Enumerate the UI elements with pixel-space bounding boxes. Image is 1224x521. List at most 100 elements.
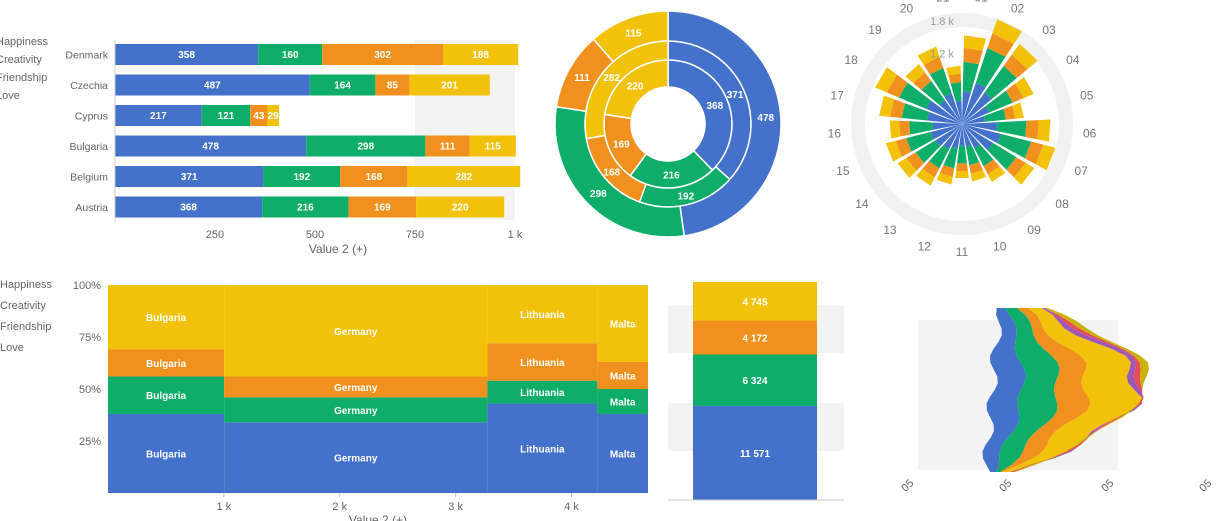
chart6-x-tick: 05 bbox=[997, 477, 1014, 494]
chart3-bar-segment bbox=[962, 92, 992, 124]
chart3-bar-segment bbox=[917, 46, 940, 65]
multi-ring-donut-chart: 368 216 169 220 371 192 168 282 478 298 111 115 bbox=[554, 10, 782, 238]
chart4-y-tick: 25% bbox=[79, 436, 101, 448]
chart2-slice-label: 371 bbox=[727, 90, 744, 101]
chart4-x-tick: 3 k bbox=[448, 501, 463, 513]
chart1-value-label: 160 bbox=[282, 50, 299, 61]
chart3-bar-segment bbox=[997, 133, 1032, 159]
chart3-category-label: 08 bbox=[1055, 197, 1069, 211]
chart3-bar-segment bbox=[923, 56, 944, 75]
chart4-cell-label: Malta bbox=[610, 319, 636, 330]
chart3-category-label: 16 bbox=[828, 127, 842, 141]
chart2-slice-label: 115 bbox=[625, 28, 642, 39]
chart3-bar-segment bbox=[929, 67, 952, 97]
chart3-bar-segment bbox=[875, 67, 897, 93]
stacked-column-chart: 11 571 6 324 4 172 4 745 bbox=[668, 282, 844, 501]
chart6-stream-layer bbox=[1000, 308, 1091, 472]
chart1-category-label: Belgium bbox=[70, 172, 108, 184]
chart3-bar-segment bbox=[922, 161, 940, 178]
chart4-cell-label: Malta bbox=[610, 397, 636, 408]
chart1-bar-segment bbox=[263, 166, 341, 187]
chart3-category-label: 07 bbox=[1074, 164, 1088, 178]
chart3-bar-segment bbox=[943, 146, 958, 169]
chart3-radial-tick: 1.2 k bbox=[930, 48, 954, 60]
chart1-value-label: 43 bbox=[253, 111, 265, 122]
chart3-bar-segment bbox=[901, 103, 930, 121]
chart3-bar-segment bbox=[1003, 54, 1028, 79]
chart1-bar-segment bbox=[306, 135, 426, 157]
chart3-bar-segment bbox=[955, 171, 969, 179]
chart1-bar-segment bbox=[115, 135, 307, 157]
chart3-bar-segment bbox=[915, 140, 941, 164]
chart1-bar-segment bbox=[115, 166, 264, 187]
chart3-category-label: 03 bbox=[1042, 23, 1056, 37]
chart1-category-label: Austria bbox=[75, 202, 108, 214]
chart4-cell bbox=[224, 422, 488, 493]
chart3-category-label: 17 bbox=[831, 89, 845, 103]
chart4-cell bbox=[487, 285, 598, 344]
chart3-bar-segment bbox=[909, 121, 934, 135]
chart2-slice-label: 192 bbox=[677, 191, 694, 202]
legend-bottom: Happiness Creativity Friendship Love bbox=[0, 279, 52, 354]
chart4-y-tick: 75% bbox=[79, 332, 101, 344]
chart1-bar-segment bbox=[115, 105, 202, 126]
chart5-segment-label: 11 571 bbox=[740, 449, 770, 460]
chart4-cell bbox=[597, 389, 648, 414]
chart1-value-label: 487 bbox=[204, 81, 221, 92]
chart3-bar-segment bbox=[984, 65, 1017, 100]
chart1-bar-segment bbox=[469, 135, 516, 157]
chart3-bar-segment bbox=[879, 95, 895, 117]
chart1-x-tick: 500 bbox=[306, 229, 324, 241]
legend-bottom-item-3: Friendship bbox=[0, 321, 51, 333]
legend-top-item-3: Friendship bbox=[0, 72, 47, 84]
chart3-bar-segment bbox=[932, 122, 962, 130]
chart3-category-label: 14 bbox=[855, 197, 869, 211]
chart3-bar-segment bbox=[946, 65, 961, 76]
chart3-bar-segment bbox=[950, 82, 962, 102]
chart3-bar-segment bbox=[939, 165, 955, 177]
chart4-x-tick: 1 k bbox=[217, 501, 232, 513]
legend-top-item-2: Creativity bbox=[0, 54, 42, 66]
chart4-cell bbox=[487, 343, 598, 381]
chart4-cell bbox=[487, 403, 598, 493]
chart4-cell-label: Bulgaria bbox=[146, 359, 186, 370]
chart3-category-label: 04 bbox=[1066, 53, 1080, 67]
chart1-value-label: 282 bbox=[455, 172, 472, 183]
polar-stacked-bar-chart: 01 02 03 04 05 06 07 08 09 10 11 12 13 14 15 16 17 18 19 20… bbox=[828, 0, 1097, 259]
chart1-value-label: 121 bbox=[218, 111, 235, 122]
chart4-cell-label: Germany bbox=[334, 327, 378, 338]
chart3-bar-segment bbox=[944, 93, 962, 124]
chart3-bar-segment bbox=[955, 100, 962, 124]
chart4-cell bbox=[597, 413, 648, 493]
chart2-slice-label: 478 bbox=[757, 113, 774, 124]
chart3-bar-segment bbox=[1006, 157, 1026, 178]
chart3-bar-segment bbox=[1024, 141, 1044, 165]
chart6-stream-layer bbox=[982, 308, 1026, 472]
chart4-cell bbox=[224, 285, 488, 377]
chart3-bar-segment bbox=[985, 90, 1013, 113]
chart3-bar-segment bbox=[966, 145, 980, 166]
chart4-cell-label: Malta bbox=[610, 371, 636, 382]
chart3-bar-segment bbox=[948, 73, 961, 84]
chart1-bar-segment bbox=[425, 135, 470, 157]
stacked-bar-chart: Denmark 358 160 302 188 Czechia 487 164 85 201 Cyp… bbox=[65, 40, 523, 256]
chart1-bar-segment bbox=[267, 105, 279, 126]
chart3-bar-segment bbox=[975, 48, 1006, 88]
chart4-cell bbox=[597, 361, 648, 389]
chart4-cell bbox=[597, 285, 648, 362]
chart3-category-label: 20 bbox=[900, 2, 914, 16]
streamgraph-chart: 05 05 05 05 bbox=[899, 308, 1214, 494]
chart1-band bbox=[415, 40, 515, 220]
chart3-bar-segment bbox=[939, 99, 962, 124]
chart3-bar-segment bbox=[962, 115, 986, 124]
chart1-bar-segment bbox=[443, 44, 519, 65]
chart3-bar-segment bbox=[895, 138, 912, 157]
chart3-category-label: 09 bbox=[1027, 223, 1041, 237]
chart1-bar-segment bbox=[375, 74, 410, 96]
chart3-category-label: 18 bbox=[844, 53, 858, 67]
chart1-value-label: 220 bbox=[452, 203, 469, 214]
chart1-value-label: 201 bbox=[441, 81, 458, 92]
chart5-segment-label: 6 324 bbox=[742, 376, 767, 387]
chart4-cell-label: Lithuania bbox=[520, 388, 565, 399]
legend-top-item-1: Happiness bbox=[0, 36, 48, 48]
